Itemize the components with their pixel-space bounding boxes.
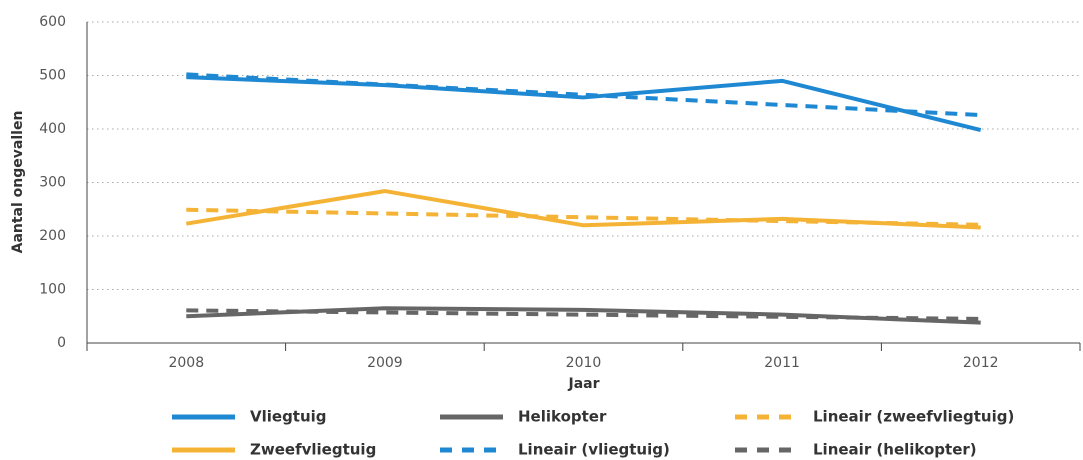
y-tick-label: 600 <box>39 14 66 30</box>
series-line <box>186 308 981 321</box>
y-tick-label: 100 <box>39 282 66 298</box>
legend-label: Lineair (helikopter) <box>813 441 977 459</box>
series-line <box>186 75 982 133</box>
y-tick-label: 400 <box>39 121 66 137</box>
series-line <box>185 189 981 230</box>
legend-label: Lineair (zweefvliegtuig) <box>813 408 1014 426</box>
y-tick-label: 300 <box>39 175 66 191</box>
legend-label: Vliegtuig <box>250 408 327 426</box>
x-tick-label: 2011 <box>764 355 800 371</box>
series-line <box>186 207 981 227</box>
y-axis-title: Aantal ongevallen <box>10 111 26 254</box>
legend-label: Lineair (vliegtuig) <box>518 441 670 459</box>
x-tick-label: 2008 <box>168 355 204 371</box>
legend-label: Zweefvliegtuig <box>250 441 376 459</box>
x-tick-label: 2009 <box>367 355 403 371</box>
series-line <box>186 72 981 118</box>
y-tick-label: 500 <box>39 68 66 84</box>
x-tick-label: 2010 <box>566 355 602 371</box>
legend-label: Helikopter <box>518 408 607 426</box>
series-line <box>186 306 981 325</box>
x-tick-label: 2012 <box>963 355 999 371</box>
legend: Vliegtuig Zweefvliegtuig Helikopter Lineair… <box>172 408 1014 459</box>
y-tick-label: 200 <box>39 228 66 244</box>
y-tick-label: 0 <box>57 335 66 351</box>
x-axis-title: Jaar <box>567 376 599 392</box>
